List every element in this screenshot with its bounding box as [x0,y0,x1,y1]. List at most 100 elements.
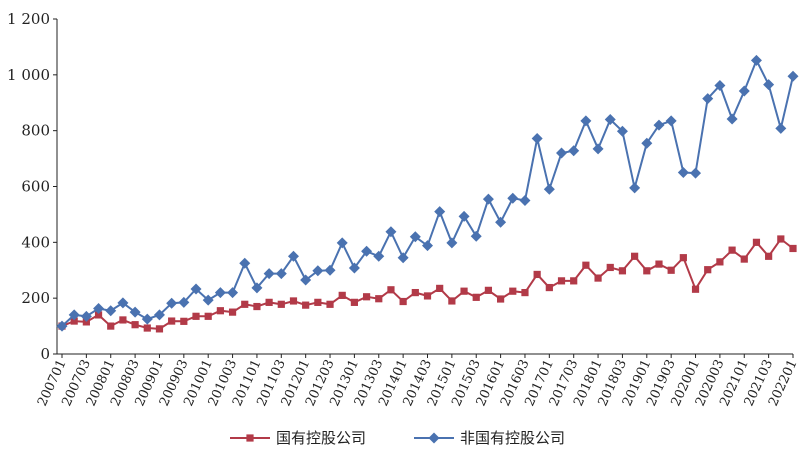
series-2-point [202,294,214,306]
series-1-point [509,287,517,295]
series-1-point [387,286,395,294]
series-2-point [592,143,604,155]
series-2-point [373,250,385,262]
series-1-point [277,300,285,308]
series-1-point [265,298,273,306]
series-2-point [80,310,92,322]
series-2-point [702,93,714,105]
series-1-point [289,297,298,305]
y-tick-label: 0 [40,345,50,363]
series-1-point [777,235,785,243]
series-1-point [241,300,249,308]
series-1-point [765,252,773,260]
series-1-point [557,277,566,285]
series-1-point [119,316,127,324]
series-2-point [775,122,787,134]
series-1-point [631,252,639,260]
series-1-point [143,324,151,332]
series-1-point [655,260,663,268]
series-1-point [411,288,419,297]
legend-marker-1 [246,434,254,442]
series-1-point [228,308,237,316]
series-2-point [227,287,239,299]
y-tick-label: 1 000 [7,66,50,84]
series-2-point [105,305,117,317]
series-2-point [312,265,324,277]
series-2-point [166,297,178,309]
legend-marker-2 [428,432,440,444]
series-2-point [251,282,263,294]
series-2-point [153,309,165,321]
series-2-point [446,237,458,249]
series-2-point [300,274,312,286]
series-2-point [68,309,80,321]
series-1-point [533,270,541,279]
series-1-point [667,266,675,274]
series-2-point [543,183,555,195]
series-2-point [214,287,226,299]
legend-label-1: 国有控股公司 [276,429,366,447]
series-1-point [521,288,529,297]
series-2-point [93,302,105,314]
series-1-point [350,298,358,306]
series-2-point [324,264,336,276]
series-1-point [326,300,334,308]
series-1-point [399,297,407,306]
series-1-point [643,267,651,275]
series-2-point [178,296,190,308]
series-2-point [629,182,641,194]
series-1-point [545,283,553,292]
series-2-point [263,268,275,280]
series-1-point [594,274,602,282]
series-1-point [180,317,188,325]
series-1-point [375,295,383,303]
series-1-point [302,301,310,309]
series-line-1 [61,237,794,330]
series-1-point [216,307,224,315]
series-2-point [616,125,628,137]
series-1-point [192,312,200,320]
series-1-point [204,312,212,320]
series-1-point [472,293,480,301]
series-1-point [436,284,444,292]
series-1-point [728,246,736,254]
series-layer [56,54,799,333]
series-1-point [570,277,578,285]
series-2-point [397,252,409,264]
series-2-point [239,257,251,269]
series-2-point [531,132,543,144]
series-1-point [168,317,176,325]
series-1-point [704,266,712,274]
series-2-point [129,306,141,318]
series-2-point [507,192,519,204]
series-1-point [582,261,590,269]
series-2-point [787,70,799,82]
series-2-point [641,137,653,149]
series-2-point [422,240,433,252]
series-2-point [117,297,129,309]
series-2-point [604,114,616,125]
series-1-point [752,238,761,246]
series-1-point [314,298,322,306]
series-2-point [556,147,568,159]
series-1-point [82,318,90,326]
series-1-point [716,258,724,266]
series-2-point [714,79,726,91]
series-1-point [423,292,432,300]
y-tick-label: 400 [21,233,50,251]
series-1-point [70,317,78,325]
series-2-point [482,193,494,205]
series-2-point [275,268,287,280]
series-1-point [155,325,164,333]
y-tick-label: 800 [21,122,50,140]
series-1-point [460,287,468,295]
series-2-point [190,283,202,295]
series-2-point [677,167,689,179]
series-2-point [763,79,775,91]
legend: 国有控股公司 非国有控股公司 [230,429,565,447]
series-1-point [789,244,797,253]
series-1-point [362,293,371,301]
series-1-point [94,311,103,319]
